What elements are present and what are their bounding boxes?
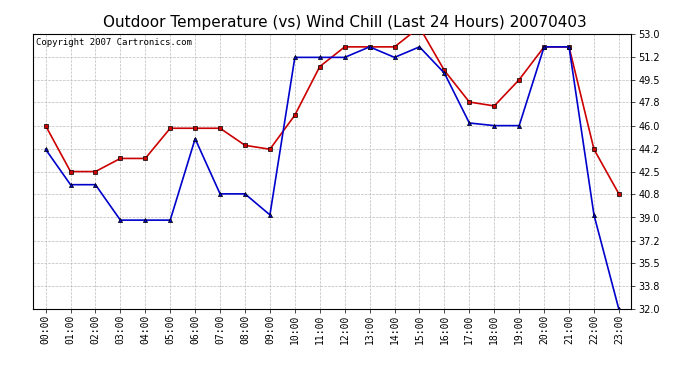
Text: Copyright 2007 Cartronics.com: Copyright 2007 Cartronics.com bbox=[36, 38, 192, 47]
Text: Outdoor Temperature (vs) Wind Chill (Last 24 Hours) 20070403: Outdoor Temperature (vs) Wind Chill (Las… bbox=[103, 15, 587, 30]
